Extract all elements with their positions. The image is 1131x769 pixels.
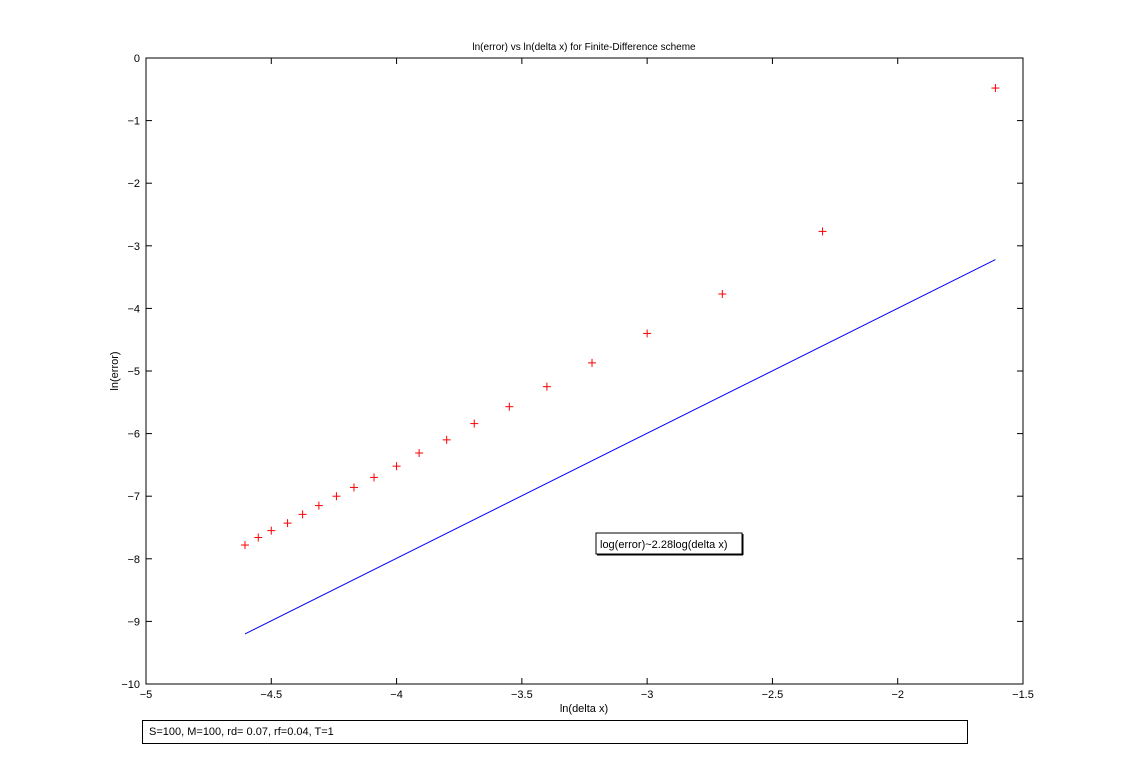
data-point [283, 519, 292, 528]
x-tick-label: −1.5 [1012, 689, 1034, 701]
x-tick-label: −4 [390, 689, 403, 701]
y-tick-label: −4 [127, 303, 140, 315]
x-tick-label: −2 [891, 689, 904, 701]
data-point [588, 358, 597, 367]
data-point [254, 533, 263, 542]
data-point [370, 473, 379, 482]
data-point [349, 483, 358, 492]
parameters-box: S=100, M=100, rd= 0.07, rf=0.04, T=1 [142, 720, 968, 744]
y-tick-label: −5 [127, 366, 140, 378]
y-tick-label: −3 [127, 241, 140, 253]
y-tick-label: −7 [127, 491, 140, 503]
data-point [314, 501, 323, 510]
y-tick-label: −10 [121, 679, 140, 691]
data-series [240, 84, 1000, 635]
annotation-text: log(error)~2.28log(delta x) [600, 539, 727, 551]
y-axis-label: ln(error) [109, 351, 121, 390]
y-tick-label: −1 [127, 116, 140, 128]
x-tick-label: −5 [140, 689, 153, 701]
x-tick-label: −4.5 [260, 689, 282, 701]
plot-area [145, 57, 1024, 685]
data-point [718, 290, 727, 299]
data-point [298, 510, 307, 519]
data-point [643, 329, 652, 338]
y-tick-label: −9 [127, 616, 140, 628]
data-point [415, 449, 424, 458]
annotation-box: log(error)~2.28log(delta x) [595, 532, 744, 556]
axis-ticks: −5 −4.5 −4 −3.5 −3 −2.5 −2 −1.5 0 −1 −2 −3 −4 −5 −6 −7 −… [121, 53, 1034, 701]
data-point [267, 526, 276, 535]
data-point [442, 435, 451, 444]
x-tick-label: −2.5 [762, 689, 784, 701]
x-axis-label: ln(delta x) [560, 703, 608, 715]
data-point [505, 402, 514, 411]
data-point [332, 492, 341, 501]
data-point [392, 462, 401, 471]
data-point [542, 382, 551, 391]
fit-line [244, 259, 996, 635]
y-tick-label: 0 [134, 53, 140, 65]
x-tick-label: −3 [641, 689, 654, 701]
x-tick-label: −3.5 [511, 689, 533, 701]
y-tick-label: −8 [127, 554, 140, 566]
data-point [818, 227, 827, 236]
parameters-text: S=100, M=100, rd= 0.07, rf=0.04, T=1 [149, 726, 334, 738]
y-tick-label: −2 [127, 178, 140, 190]
data-point [991, 84, 1000, 93]
chart-title: ln(error) vs ln(delta x) for Finite-Diff… [472, 42, 696, 53]
y-tick-label: −6 [127, 429, 140, 441]
data-point [470, 419, 479, 428]
data-point [240, 541, 249, 550]
